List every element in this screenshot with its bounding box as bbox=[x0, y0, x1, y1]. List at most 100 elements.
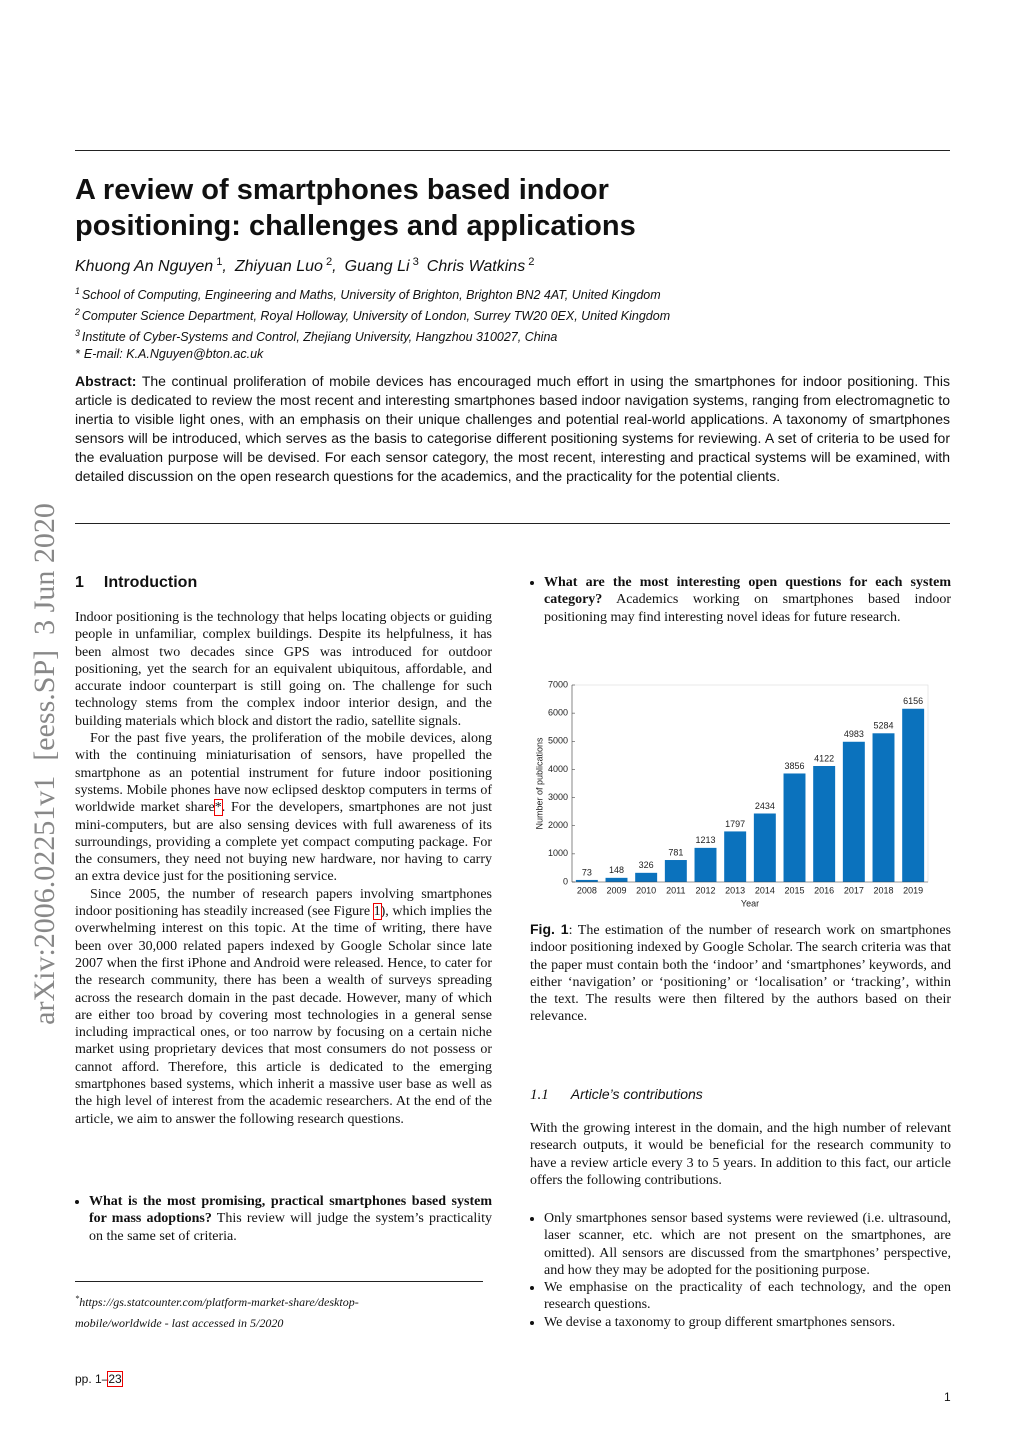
author: Zhiyuan Luo 2, bbox=[235, 256, 337, 276]
contribution-list: Only smartphones sensor based systems we… bbox=[530, 1210, 951, 1331]
question-text: Academics working on smartphones based i… bbox=[544, 592, 951, 625]
bar bbox=[872, 733, 895, 882]
author: Guang Li 3 bbox=[344, 256, 419, 276]
y-tick-label: 3000 bbox=[548, 792, 568, 802]
x-tick-label: 2008 bbox=[577, 885, 597, 895]
chart: 0 1000 2000 3000 4000 5000 6000 7000 Number of p… bbox=[534, 679, 929, 908]
data-label: 781 bbox=[668, 847, 683, 857]
footnote-text: https://gs.statcounter.com/platform-mark… bbox=[75, 1295, 359, 1330]
page-range-prefix: pp. 1– bbox=[75, 1372, 109, 1386]
subsection-title: Article’s contributions bbox=[570, 1086, 703, 1102]
arxiv-stamp: arXiv:2006.02251v1 [eess.SP] 3 Jun 2020 bbox=[28, 503, 61, 1025]
x-tick-label: 2018 bbox=[873, 885, 893, 895]
author-separator: , bbox=[332, 258, 337, 276]
page-range: pp. 1–23 bbox=[75, 1371, 123, 1387]
caption-text: : The estimation of the number of resear… bbox=[530, 923, 951, 1025]
reference-link[interactable]: 1 bbox=[372, 903, 382, 921]
x-tick-label: 2017 bbox=[844, 885, 864, 895]
paragraph: For the past five years, the proliferati… bbox=[75, 730, 492, 886]
bar bbox=[635, 872, 658, 882]
data-label: 4122 bbox=[814, 753, 834, 763]
abstract-rule bbox=[75, 523, 950, 524]
y-tick-label: 7000 bbox=[548, 679, 568, 689]
bar bbox=[753, 813, 776, 882]
data-label: 148 bbox=[609, 865, 624, 875]
x-tick-label: 2015 bbox=[784, 885, 804, 895]
paragraph-text: ), which implies the overwhelming intere… bbox=[75, 904, 492, 1127]
data-label: 1213 bbox=[695, 835, 715, 845]
author-mark: 2 bbox=[528, 256, 535, 268]
affiliation: 2 Computer Science Department, Royal Holl… bbox=[75, 304, 670, 325]
author-mark: 3 bbox=[412, 256, 419, 268]
x-tick-label: 2016 bbox=[814, 885, 834, 895]
y-axis-label: Number of publications bbox=[534, 737, 544, 830]
abstract-text: The continual proliferation of mobile de… bbox=[75, 373, 950, 484]
bar bbox=[575, 879, 598, 882]
author: Chris Watkins 2 bbox=[426, 256, 535, 276]
x-tick-label: 2014 bbox=[755, 885, 775, 895]
y-tick-label: 1000 bbox=[548, 848, 568, 858]
authors: Khuong An Nguyen 1, Zhiyuan Luo 2, Guang Li 3… bbox=[75, 256, 542, 276]
subsection-heading: 1.1 Article’s contributions bbox=[530, 1086, 703, 1104]
footnote: *https://gs.statcounter.com/platform-mar… bbox=[75, 1288, 445, 1334]
author-separator: , bbox=[222, 258, 227, 276]
affiliation-text: Computer Science Department, Royal Hollo… bbox=[81, 309, 671, 324]
figure-caption: Fig. 1: The estimation of the number of … bbox=[530, 921, 951, 1026]
paragraph: Since 2005, the number of research paper… bbox=[75, 886, 492, 1128]
y-tick-label: 5000 bbox=[548, 736, 568, 746]
affiliation-text: Institute of Cyber-Systems and Control, … bbox=[81, 330, 558, 345]
subsection-number: 1.1 bbox=[530, 1087, 549, 1103]
reference-link[interactable]: * bbox=[213, 799, 223, 817]
abstract-label: Abstract: bbox=[75, 373, 137, 389]
bar bbox=[724, 831, 747, 882]
author-mark: 1 bbox=[216, 256, 223, 268]
contribution: Only smartphones sensor based systems we… bbox=[544, 1210, 951, 1279]
footnote-mark: * bbox=[75, 1294, 80, 1303]
affiliation-mark: 1 bbox=[75, 286, 80, 296]
data-label: 326 bbox=[639, 860, 654, 870]
question-1: What is the most promising, practical sm… bbox=[75, 1193, 492, 1245]
paragraph-text: For the past five years, the proliferati… bbox=[75, 731, 492, 816]
contribution: We devise a taxonomy to group different … bbox=[544, 1314, 951, 1331]
bar bbox=[664, 860, 687, 882]
affiliations: 1 School of Computing, Engineering and Ma… bbox=[75, 283, 670, 363]
y-tick-label: 6000 bbox=[548, 708, 568, 718]
data-label: 6156 bbox=[903, 696, 923, 706]
x-tick-label: 2010 bbox=[636, 885, 656, 895]
data-label: 1797 bbox=[725, 819, 745, 829]
affiliation-mark: * bbox=[75, 347, 80, 362]
x-tick-label: 2019 bbox=[903, 885, 923, 895]
author: Khuong An Nguyen 1, bbox=[75, 256, 227, 276]
author-mark: 2 bbox=[325, 256, 333, 268]
caption-label: Fig. 1 bbox=[530, 921, 569, 937]
affiliation: 1 School of Computing, Engineering and Ma… bbox=[75, 283, 670, 304]
question: What is the most promising, practical sm… bbox=[89, 1193, 492, 1245]
author-name: Khuong An Nguyen bbox=[75, 258, 214, 276]
author-name: Guang Li bbox=[344, 258, 410, 276]
paragraph-text: Indoor positioning is the technology tha… bbox=[75, 610, 492, 729]
data-label: 3856 bbox=[784, 761, 804, 771]
affiliation-mark: 2 bbox=[75, 307, 80, 318]
question-2: What are the most interesting open quest… bbox=[530, 574, 951, 626]
question-list: What are the most interesting open quest… bbox=[530, 574, 951, 626]
page-range-link[interactable]: 23 bbox=[107, 1371, 123, 1387]
title: A review of smartphones based indoor pos… bbox=[75, 174, 636, 242]
data-label: 4983 bbox=[844, 729, 864, 739]
y-tick-label: 0 bbox=[563, 876, 568, 886]
question: What are the most interesting open quest… bbox=[544, 574, 951, 626]
affiliation-text: School of Computing, Engineering and Mat… bbox=[81, 288, 661, 303]
top-rule bbox=[75, 150, 950, 151]
subsection-paragraph: With the growing interest in the domain,… bbox=[530, 1121, 951, 1188]
section-heading: 1 Introduction bbox=[75, 574, 197, 592]
x-tick-label: 2011 bbox=[666, 885, 685, 895]
question-bold: What are the most interesting open quest… bbox=[544, 575, 951, 608]
data-label: 73 bbox=[582, 867, 592, 877]
intro-text: Indoor positioning is the technology tha… bbox=[75, 609, 492, 1128]
x-axis-label: Year bbox=[741, 898, 759, 908]
page-number: 1 bbox=[944, 1390, 951, 1404]
contribution: We emphasise on the practicality of each… bbox=[544, 1279, 951, 1314]
author-name: Chris Watkins bbox=[426, 258, 526, 276]
y-tick-label: 2000 bbox=[548, 820, 568, 830]
question-bold: What is the most promising, practical sm… bbox=[89, 1194, 492, 1227]
